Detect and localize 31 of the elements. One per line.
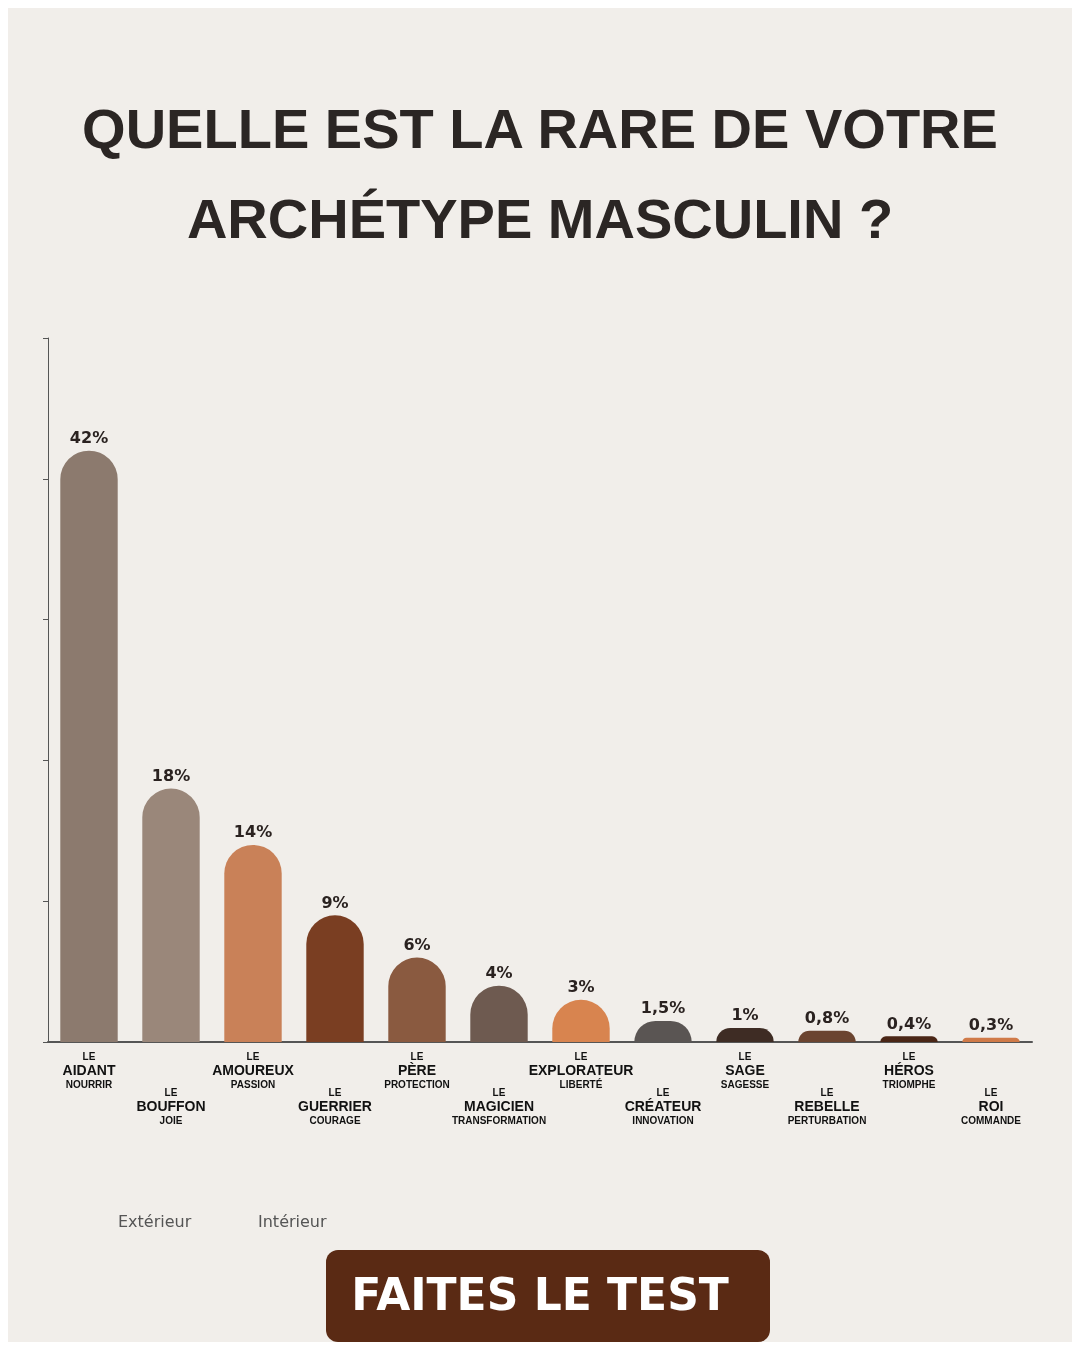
- x-tick-label: LE PÈRE PROTECTION: [384, 1050, 450, 1090]
- x-tick-label: LE BOUFFON JOIE: [136, 1086, 206, 1126]
- data-label: 4%: [485, 963, 513, 983]
- x-tick-label: LE SAGE SAGESSE: [720, 1050, 770, 1090]
- data-label: 1%: [731, 1005, 759, 1025]
- bar: [142, 788, 200, 1042]
- data-label: 0,8%: [804, 1008, 850, 1028]
- bar: [962, 1037, 1020, 1042]
- bar: [880, 1036, 938, 1042]
- x-tick-label: LE AMOUREUX PASSION: [212, 1050, 295, 1090]
- chart-title: QUELLE EST LA RARE DE VOTRE ARCHÉTYPE MASCULIN ?: [82, 96, 998, 250]
- data-label: 3%: [567, 977, 595, 997]
- x-tick-label: LE REBELLE PERTURBATION: [787, 1086, 867, 1126]
- data-label: 14%: [233, 822, 273, 842]
- x-tick-label: LE GUERRIER COURAGE: [298, 1086, 372, 1126]
- data-label: 18%: [151, 766, 191, 786]
- bar: [306, 915, 364, 1042]
- bar: [60, 450, 118, 1042]
- x-tick-label: LE AIDANT NOURRIR: [62, 1050, 116, 1090]
- data-label: 9%: [321, 892, 349, 912]
- text: Extérieur: [118, 1211, 192, 1231]
- data-label: 0,3%: [968, 1015, 1014, 1035]
- data-label: 6%: [403, 935, 431, 955]
- x-tick-label: LE HÉROS TRIOMPHE: [882, 1050, 936, 1090]
- data-label: 0,4%: [886, 1013, 932, 1033]
- data-label: 1,5%: [640, 998, 686, 1018]
- text: FAITES LE TEST: [351, 1268, 729, 1320]
- text: Intérieur: [258, 1211, 327, 1231]
- data-label: 42%: [69, 428, 109, 448]
- bar: [224, 844, 282, 1042]
- x-tick-label: LE ROI COMMANDE: [961, 1086, 1022, 1126]
